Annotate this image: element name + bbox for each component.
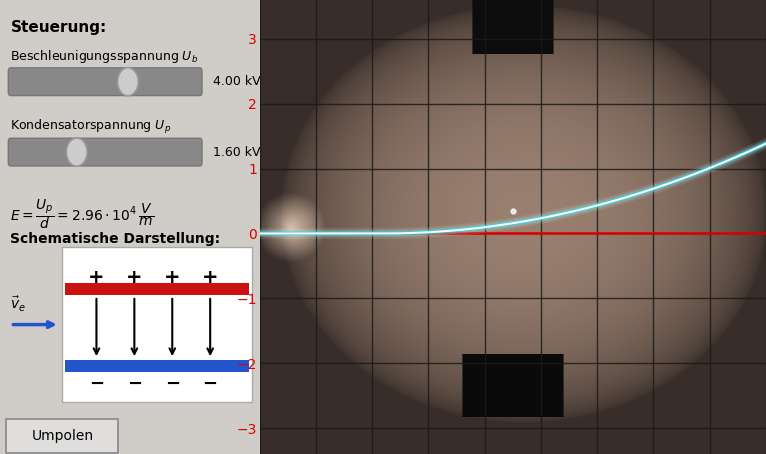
FancyBboxPatch shape — [8, 68, 202, 95]
Text: −: − — [203, 375, 218, 392]
Ellipse shape — [67, 138, 87, 166]
Text: Steuerung:: Steuerung: — [11, 20, 106, 35]
Text: $E = \dfrac{U_p}{d} = 2.96 \cdot 10^4 \, \dfrac{V}{m}$: $E = \dfrac{U_p}{d} = 2.96 \cdot 10^4 \,… — [11, 197, 155, 232]
Bar — [62, 247, 252, 402]
Text: Schematische Darstellung:: Schematische Darstellung: — [11, 232, 221, 246]
Text: −: − — [165, 375, 180, 392]
Text: 1.60 kV: 1.60 kV — [213, 146, 260, 158]
Text: +: + — [164, 268, 181, 287]
Text: −: − — [127, 375, 142, 392]
FancyBboxPatch shape — [8, 138, 202, 166]
Text: Beschleunigungsspannung $U_b$: Beschleunigungsspannung $U_b$ — [11, 48, 198, 64]
Text: Umpolen: Umpolen — [31, 429, 93, 443]
Bar — [65, 360, 249, 372]
Text: +: + — [202, 268, 218, 287]
Text: −: − — [89, 375, 104, 392]
Text: 4.00 kV: 4.00 kV — [213, 75, 260, 88]
Text: +: + — [88, 268, 105, 287]
Bar — [65, 283, 249, 295]
Text: +: + — [126, 268, 142, 287]
Text: $\vec{v}_e$: $\vec{v}_e$ — [11, 295, 26, 314]
Ellipse shape — [117, 68, 139, 96]
FancyBboxPatch shape — [6, 419, 118, 453]
Text: Kondensatorspannung $U_p$: Kondensatorspannung $U_p$ — [11, 118, 172, 136]
